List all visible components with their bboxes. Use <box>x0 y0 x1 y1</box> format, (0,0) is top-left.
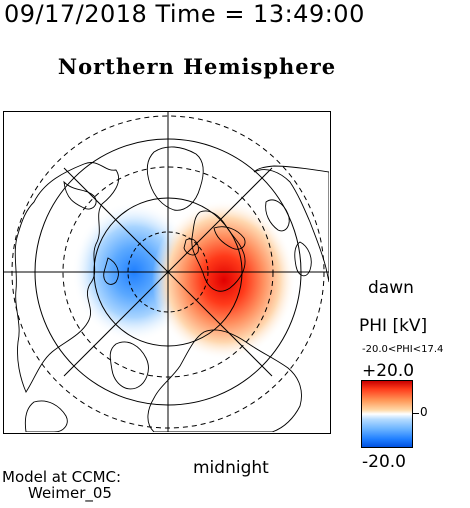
dawn-label: dawn <box>368 278 414 298</box>
colorbar-title: PHI [kV] <box>359 316 428 336</box>
midnight-label: midnight <box>193 458 269 478</box>
timestamp: 09/17/2018 Time = 13:49:00 <box>4 0 365 28</box>
colorbar-zero-label: 0 <box>420 405 428 419</box>
model-credit: Model at CCMC: <box>2 468 122 486</box>
coastlines <box>14 146 329 432</box>
polar-map <box>3 111 331 434</box>
colorbar-zero-tick <box>413 413 419 414</box>
positive-potential-cell <box>152 200 296 360</box>
colorbar-max-label: +20.0 <box>362 361 415 381</box>
colorbar <box>361 380 413 448</box>
model-name: Weimer_05 <box>28 484 112 502</box>
map-title: Northern Hemisphere <box>57 54 337 79</box>
meridian-lines <box>4 112 329 432</box>
colorbar-min-label: -20.0 <box>362 452 406 472</box>
colorbar-range: -20.0<PHI<17.4 <box>362 344 444 355</box>
